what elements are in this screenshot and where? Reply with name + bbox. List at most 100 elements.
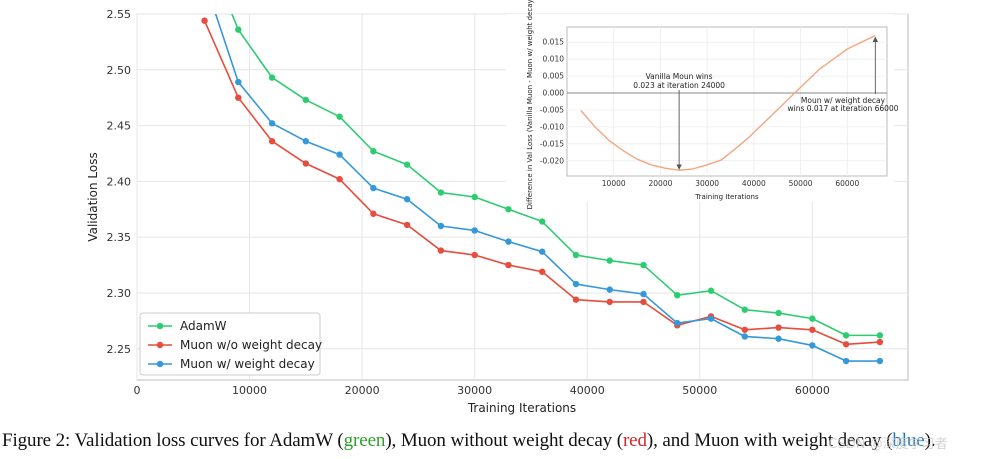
series-2-point	[471, 251, 478, 259]
series-3-point	[370, 184, 377, 192]
annotation-vanilla-line1: Vanilla Moun wins	[646, 72, 713, 81]
main-y-tick-label: 2.35	[107, 231, 132, 244]
main-x-tick-label: 40000	[570, 384, 605, 397]
legend-marker-1	[156, 322, 164, 330]
main-x-axis-label: Training Iterations	[467, 401, 576, 415]
series-3-point	[640, 290, 647, 298]
series-2-point	[505, 261, 512, 269]
series-1-point	[302, 96, 310, 104]
series-1-point	[674, 291, 681, 299]
series-1-point	[809, 315, 816, 322]
series-2-point	[538, 268, 546, 275]
series-3-point	[403, 196, 411, 203]
series-1-point	[538, 218, 546, 225]
series-2-point	[403, 221, 411, 229]
inset-y-tick-label: -0.015	[540, 139, 564, 148]
caption-suffix: ).	[924, 430, 936, 451]
inset-y-tick-label: -0.010	[540, 122, 564, 131]
inset-gridlines	[567, 27, 887, 176]
inset-y-axis-label: Difference in Val Loss (Vanilla Muon - M…	[526, 0, 534, 209]
legend-label-1: AdamW	[180, 319, 227, 333]
figure-caption: Figure 2: Validation loss curves for Ada…	[2, 430, 998, 456]
series-1-point	[876, 332, 884, 339]
legend-marker-2	[156, 341, 164, 349]
series-1-point	[842, 332, 850, 339]
series-2-point	[437, 247, 445, 254]
main-series	[201, 14, 884, 365]
series-2-point	[336, 175, 343, 183]
legend: AdamW Muon w/o weight decay Muon w/ weight…	[139, 312, 322, 376]
series-2-point	[302, 160, 310, 167]
series-1-point	[640, 261, 647, 269]
series-2-point	[235, 94, 242, 101]
main-y-tick-label: 2.50	[107, 64, 132, 77]
series-2-point	[842, 341, 850, 348]
inset-series	[580, 34, 876, 171]
main-y-tick-label: 2.55	[107, 8, 132, 21]
main-y-tick-label: 2.45	[107, 120, 132, 133]
series-3-point	[235, 78, 242, 86]
series-3-point	[842, 357, 850, 365]
series-2-point	[775, 324, 782, 331]
caption-mid2: ), and Muon with weight decay (	[646, 430, 893, 451]
inset-y-tick-label: -0.020	[540, 156, 564, 165]
series-3-point	[302, 138, 310, 145]
series-1-point	[505, 206, 512, 213]
figure-canvas: 0 10000 20000 30000 40000 50000 60000 2.25 2.30 2…	[86, 0, 909, 415]
series-2-point	[876, 338, 884, 346]
inset-y-tick-label: 0.005	[543, 72, 565, 81]
series-2-point	[640, 298, 647, 306]
legend-label-2: Muon w/o weight decay	[180, 338, 322, 352]
series-3-point	[437, 222, 445, 230]
inset-x-tick-label: 30000	[695, 179, 719, 188]
series-3-point	[674, 319, 681, 327]
series-1-point	[606, 257, 613, 264]
inset-x-tick-label: 50000	[789, 179, 813, 188]
series-1-point	[336, 113, 343, 120]
annotation-weight-decay-line1: Moun w/ weight decay	[801, 96, 886, 105]
main-y-tick-label: 2.25	[107, 343, 132, 356]
caption-mid1: ), Muon without weight decay (	[385, 430, 623, 451]
series-3-point	[775, 335, 782, 342]
inset-y-tick-label: 0.010	[543, 55, 565, 64]
main-y-axis-label: Validation Loss	[86, 152, 100, 241]
inset-plot-frame	[566, 26, 888, 177]
main-x-tick-label: 60000	[795, 384, 830, 397]
inset-difference-line	[580, 34, 876, 171]
inset-tick-labels: 10000 20000 30000 40000 50000 60000 -0.020 -0.0…	[540, 38, 860, 188]
inset-plot: 10000 20000 30000 40000 50000 60000 -0.020 -0.0…	[506, 0, 899, 209]
series-3-point	[606, 286, 613, 293]
series-2-point	[201, 17, 208, 24]
main-x-tick-label: 30000	[457, 384, 492, 397]
series-2-point	[268, 138, 276, 145]
series-1-point	[437, 189, 445, 196]
inset-x-tick-label: 40000	[742, 179, 766, 188]
inset-x-tick-label: 60000	[835, 179, 859, 188]
legend-marker-3	[156, 360, 164, 368]
series-3-point	[707, 315, 715, 322]
main-x-tick-label: 50000	[682, 384, 717, 397]
main-x-tick-label: 20000	[345, 384, 380, 397]
series-1-point	[268, 74, 276, 81]
annotation-vanilla-line2: 0.023 at iteration 24000	[633, 81, 725, 90]
series-3-point	[741, 333, 748, 340]
main-y-tick-label: 2.30	[107, 287, 132, 300]
caption-green-word: green	[343, 430, 386, 451]
series-2-point	[572, 296, 580, 303]
series-2-point	[741, 326, 748, 333]
caption-prefix: Figure 2: Validation loss curves for Ada…	[2, 430, 344, 451]
series-1-point	[235, 26, 242, 33]
main-x-tick-label: 0	[134, 384, 141, 397]
legend-box	[139, 312, 321, 376]
main-y-tick-label: 2.40	[107, 175, 132, 188]
series-1-point	[775, 309, 782, 317]
series-3-point	[505, 238, 512, 245]
caption-blue-word: blue	[892, 430, 925, 451]
inset-y-tick-label: 0.000	[543, 89, 565, 98]
series-3-point	[572, 280, 580, 288]
annotation-weight-decay-line2: wins 0.017 at iteration 66000	[788, 104, 899, 113]
legend-label-3: Muon w/ weight decay	[180, 357, 315, 371]
series-3-point	[268, 120, 276, 127]
series-2-point	[370, 210, 377, 217]
series-1-point	[370, 148, 377, 155]
